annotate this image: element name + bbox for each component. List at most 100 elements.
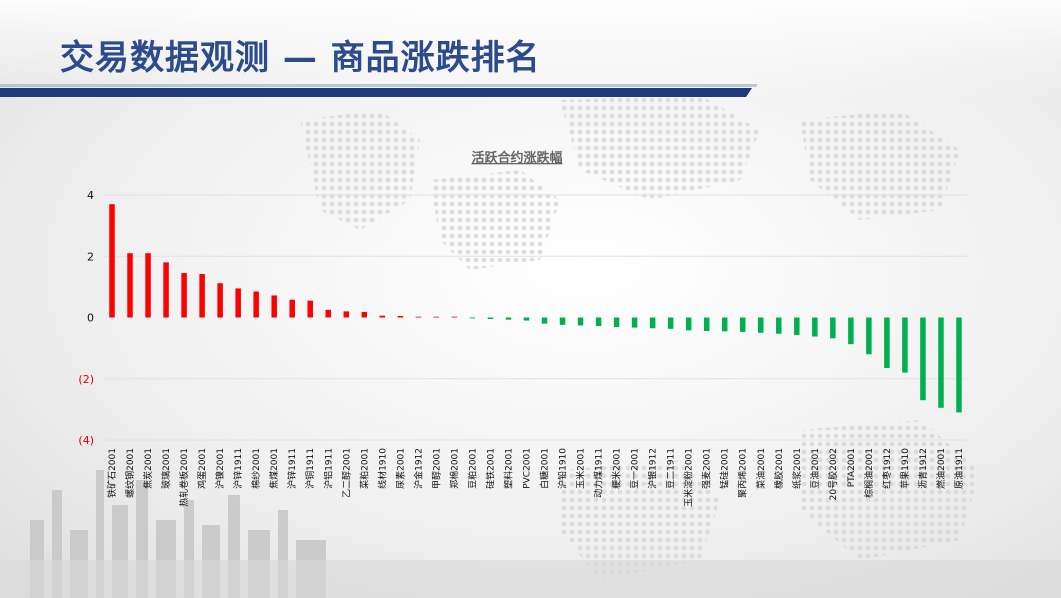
bar [523, 317, 530, 321]
bar [361, 311, 368, 318]
y-tick-label: 2 [87, 250, 94, 263]
y-tick-label: (4) [78, 434, 94, 447]
bar [776, 317, 782, 334]
bar [199, 274, 205, 318]
x-tick-label: 玉米淀粉2001 [683, 448, 695, 507]
bar [739, 317, 746, 332]
bar [577, 317, 584, 326]
bar [649, 317, 656, 329]
bar [613, 317, 620, 327]
x-tick-label: 强麦2001 [701, 448, 713, 489]
x-tick-label: 沪锌1911 [286, 448, 298, 489]
bar [343, 311, 350, 318]
bar [109, 204, 115, 318]
x-tick-label: 塑料2001 [502, 448, 514, 489]
bar [667, 317, 674, 329]
x-tick-label: 沪锌1911 [232, 448, 244, 489]
x-tick-label: 锰硅2001 [719, 448, 731, 489]
bar [181, 273, 187, 318]
x-tick-label: 原油1911 [953, 448, 965, 489]
slide-title: 交易数据观测 — 商品涨跌排名 [60, 38, 541, 78]
bar [415, 316, 422, 318]
x-tick-label: 粳米2001 [611, 448, 623, 489]
x-tick-label: 苹果1910 [899, 448, 911, 489]
x-tick-label: 沪铝1911 [322, 448, 334, 489]
x-tick-label: 20号胶2002 [827, 448, 839, 500]
x-tick-label: 橡胶2001 [773, 448, 785, 489]
bar [505, 317, 512, 320]
header-band [0, 88, 752, 97]
bar [685, 317, 692, 331]
x-tick-label: 菜油2001 [755, 448, 767, 489]
x-tick-label: 豆粕2001 [466, 448, 478, 489]
x-tick-label: 沥青1912 [917, 448, 929, 489]
bar [145, 253, 151, 318]
bar [830, 317, 836, 339]
bar [631, 317, 638, 328]
bar [289, 299, 295, 318]
x-tick-label: 燃油2001 [935, 448, 947, 489]
bar [433, 316, 440, 318]
x-tick-label: 豆二1911 [666, 448, 677, 489]
bar [307, 300, 313, 318]
x-tick-label: 铁矿石2001 [106, 448, 118, 498]
x-tick-label: 棕榈油2001 [863, 448, 875, 498]
x-tick-label: 豆一2001 [630, 448, 641, 489]
bar [902, 317, 908, 373]
bar [938, 317, 944, 408]
x-tick-label: 白糖2001 [539, 448, 551, 489]
x-tick-label: 玻璃2001 [160, 448, 172, 489]
x-tick-label: 豆油2001 [809, 448, 821, 489]
x-tick-label: 动力煤1911 [593, 448, 605, 498]
y-tick-label: 4 [87, 189, 94, 202]
bar [451, 316, 458, 318]
x-tick-label: 硅铁2001 [484, 448, 496, 489]
x-tick-label: 乙二醇2001 [340, 448, 352, 498]
x-tick-label: 螺纹钢2001 [124, 448, 136, 498]
x-tick-label: 鸡蛋2001 [196, 448, 208, 489]
bar [956, 317, 962, 413]
bar [703, 317, 710, 331]
bar [920, 317, 926, 401]
y-axis-ticks: 4 2 0 (2) (4) [78, 189, 94, 447]
bar [595, 317, 602, 327]
x-tick-label: 棉纱2001 [250, 448, 262, 489]
x-tick-label: 焦炭2001 [142, 448, 154, 489]
x-tick-label: 玉米2001 [575, 448, 587, 489]
bar [812, 317, 818, 337]
bar [848, 317, 854, 345]
bars [109, 204, 962, 413]
bar [884, 317, 890, 369]
bar [163, 262, 169, 318]
bar [217, 283, 223, 318]
x-tick-label: 沪镍2001 [214, 448, 226, 489]
x-tick-label: 焦煤2001 [268, 448, 280, 489]
x-tick-label: 沪金1912 [412, 448, 424, 489]
bar [379, 315, 386, 318]
bar [397, 315, 404, 318]
bar [469, 317, 476, 319]
bar [253, 291, 259, 318]
x-tick-label: 沪铜1911 [304, 448, 316, 489]
x-tick-label: 红枣1912 [881, 448, 893, 489]
bar [559, 317, 566, 325]
x-axis-ticks: 铁矿石2001 螺纹钢2001 焦炭2001 玻璃2001 热轧卷板2001 鸡蛋2001… [106, 448, 965, 507]
x-tick-label: 沪铅1910 [557, 448, 569, 489]
bar [541, 317, 548, 324]
bar [721, 317, 728, 332]
bar [487, 317, 494, 320]
x-tick-label: 郑棉2001 [448, 448, 460, 489]
x-tick-label: 热轧卷板2001 [178, 448, 190, 507]
x-tick-label: 聚丙烯2001 [737, 448, 749, 498]
bar [325, 309, 332, 318]
x-tick-label: 纸浆2001 [791, 448, 803, 489]
gridlines [103, 194, 968, 441]
x-tick-label: 尿素2001 [394, 448, 406, 489]
y-tick-label: 0 [87, 312, 94, 325]
bar [235, 288, 241, 318]
bar [758, 317, 764, 333]
x-tick-label: 菜粕2001 [358, 448, 370, 489]
bar [866, 317, 872, 355]
x-tick-label: 甲醇2001 [430, 448, 442, 489]
